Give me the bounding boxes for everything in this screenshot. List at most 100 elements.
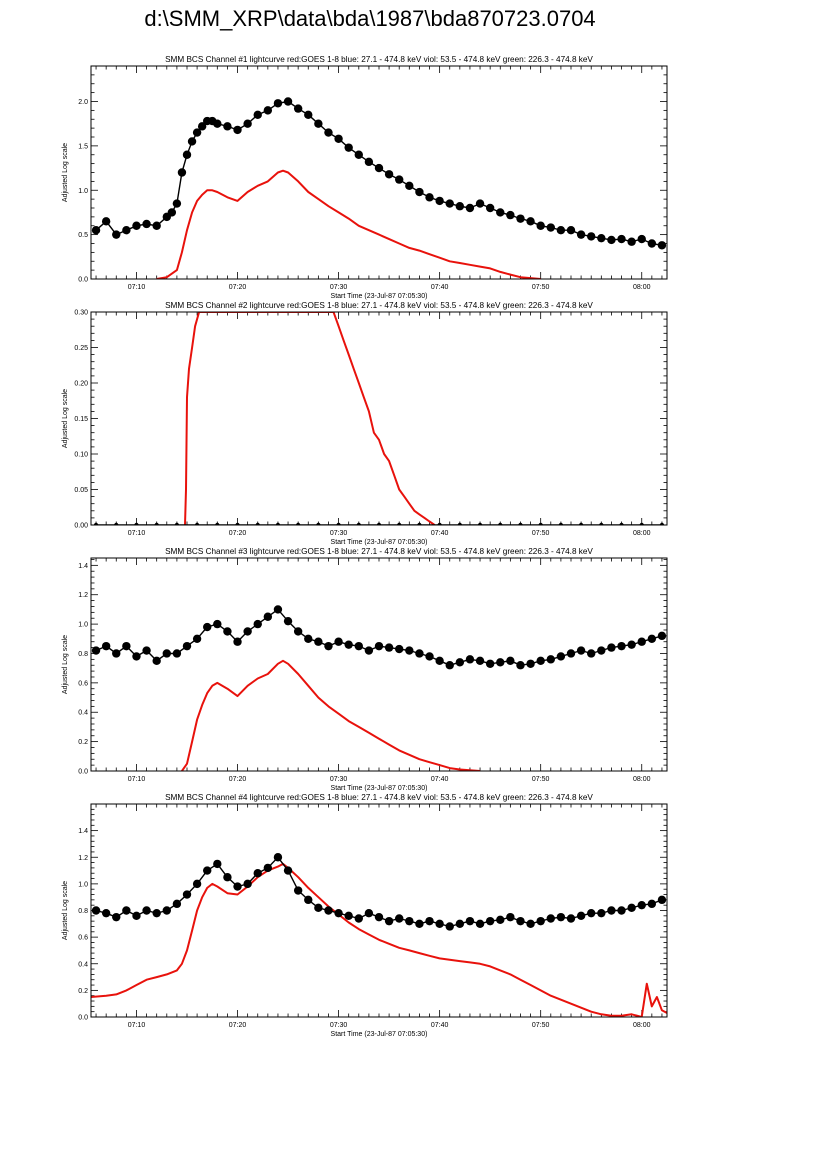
bcs-point	[376, 522, 382, 525]
bcs-point	[364, 908, 374, 918]
bcs-point	[578, 522, 584, 525]
bcs-point	[526, 217, 535, 226]
bcs-point	[324, 128, 333, 137]
bcs-point	[253, 110, 262, 120]
bcs-point	[536, 656, 545, 666]
bcs-point	[192, 879, 202, 889]
bcs-point	[496, 915, 505, 925]
bcs-point	[437, 522, 442, 525]
bcs-point	[134, 522, 139, 525]
bcs-point	[364, 157, 374, 167]
y-tick-label: 0.0	[78, 769, 88, 776]
bcs-point	[112, 912, 121, 922]
series-group	[91, 97, 667, 279]
bcs-point	[475, 919, 485, 929]
y-tick-label: 0.2	[78, 739, 88, 746]
bcs-point	[122, 225, 131, 235]
bcs-point	[354, 641, 363, 651]
bcs-point	[213, 619, 222, 629]
bcs-point	[263, 863, 273, 873]
plot-frame	[90, 311, 668, 526]
y-axis-label: Adjusted Log scale	[62, 389, 69, 448]
bcs-point	[457, 522, 463, 525]
y-tick-label: 2.0	[78, 99, 88, 106]
bcs-point	[356, 522, 361, 525]
bcs-point	[597, 233, 606, 243]
y-tick-label: 0.05	[74, 487, 88, 494]
bcs-point	[194, 522, 200, 525]
bcs-point	[425, 916, 434, 926]
bcs-point	[122, 641, 131, 651]
bcs-point	[354, 150, 363, 159]
bcs-point	[546, 223, 555, 232]
bcs-point	[283, 616, 293, 626]
bcs-point	[253, 619, 262, 629]
bcs-point	[316, 522, 321, 525]
y-axis-label: Adjusted Log scale	[62, 635, 69, 694]
bcs-point	[182, 890, 192, 899]
bcs-point	[304, 110, 313, 120]
bcs-point	[485, 659, 495, 668]
bcs-point	[142, 219, 151, 229]
bcs-point	[132, 221, 141, 230]
bcs-point	[617, 906, 626, 915]
bcs-point	[243, 627, 252, 636]
x-tick-label: 07:20	[229, 530, 247, 537]
bcs-point	[465, 916, 475, 926]
y-tick-label: 0.6	[78, 935, 88, 942]
y-tick-label: 0.6	[78, 680, 88, 687]
bcs-point	[192, 128, 202, 137]
bcs-point	[627, 903, 636, 913]
x-tick-label: 07:30	[330, 776, 348, 783]
bcs-point	[215, 522, 220, 525]
bcs-point	[273, 99, 283, 108]
bcs-point	[417, 522, 422, 525]
bcs-point	[154, 522, 159, 525]
bcs-point	[435, 919, 444, 929]
bcs-point	[273, 605, 283, 614]
y-tick-label: 0.2	[78, 988, 88, 995]
bcs-point	[203, 622, 212, 632]
bcs-point	[607, 643, 616, 652]
bcs-point	[506, 210, 515, 220]
bcs-point	[647, 634, 657, 643]
bcs-point	[233, 882, 242, 891]
bcs-point	[93, 522, 99, 525]
y-tick-label: 0.25	[74, 345, 88, 352]
bcs-point	[384, 916, 394, 926]
bcs-point	[344, 143, 353, 152]
bcs-point	[114, 522, 119, 525]
x-tick-label: 07:20	[229, 1022, 247, 1029]
bcs-point	[455, 919, 465, 929]
bcs-point	[334, 134, 343, 143]
bcs-point	[566, 914, 576, 923]
x-tick-label: 08:00	[633, 776, 651, 783]
bcs-point	[566, 649, 576, 658]
y-tick-label: 0.8	[78, 651, 88, 658]
x-tick-label: 07:10	[128, 284, 146, 291]
bcs-point	[647, 899, 657, 909]
bcs-point	[213, 859, 222, 869]
bcs-point	[576, 230, 586, 239]
channel-2-panel: SMM BCS Channel #2 lightcurve red:GOES 1…	[62, 301, 668, 546]
bcs-point	[374, 641, 384, 651]
y-tick-label: 0.5	[78, 232, 88, 239]
bcs-point	[314, 903, 323, 913]
bcs-point	[516, 916, 525, 926]
bcs-point	[637, 637, 646, 646]
bcs-point	[243, 879, 252, 889]
bcs-point	[344, 640, 353, 649]
x-tick-label: 08:00	[633, 284, 651, 291]
bcs-point	[556, 652, 566, 661]
x-tick-label: 07:50	[532, 530, 550, 537]
bcs-point	[283, 97, 293, 106]
x-tick-label: 07:10	[128, 530, 146, 537]
channel-4-panel: SMM BCS Channel #4 lightcurve red:GOES 1…	[62, 793, 668, 1038]
plot-frame	[90, 65, 668, 280]
bcs-point	[597, 908, 606, 918]
bcs-point	[405, 646, 414, 655]
bcs-point	[263, 106, 273, 115]
y-tick-label: 0.20	[74, 381, 88, 388]
y-tick-label: 1.2	[78, 855, 88, 862]
bcs-point	[485, 916, 495, 926]
